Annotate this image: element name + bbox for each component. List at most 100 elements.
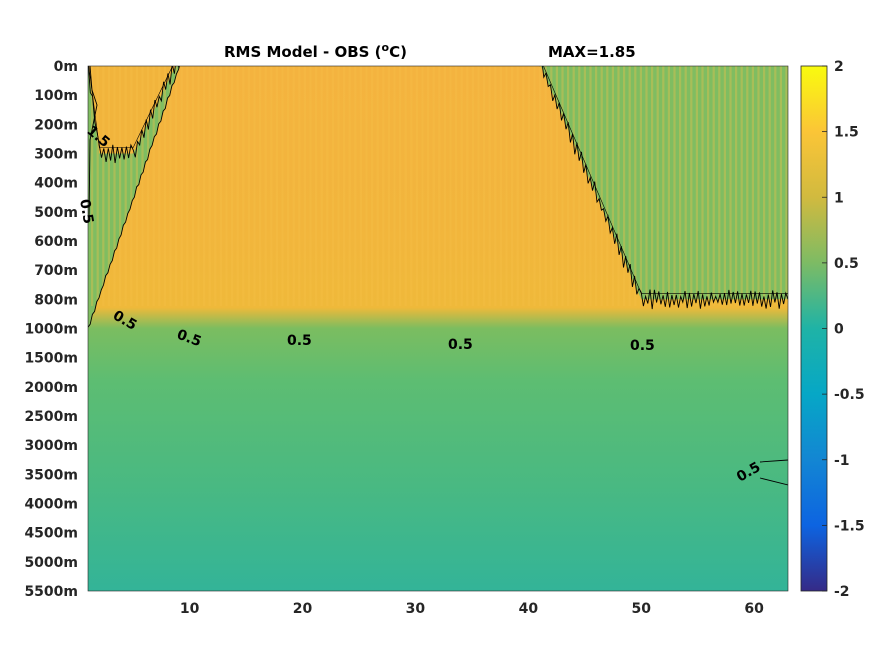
field-stripe (555, 66, 558, 306)
field-stripe (651, 66, 654, 306)
contour-label: 0.5 (287, 333, 312, 349)
field-stripe (505, 66, 508, 306)
field-stripe (656, 66, 659, 306)
field-stripe (387, 66, 390, 306)
field-stripe (527, 66, 530, 306)
field-stripe (471, 66, 474, 306)
field-stripe (275, 66, 278, 306)
field-stripe (281, 66, 284, 306)
field-stripe (522, 66, 525, 306)
x-tick-label: 40 (519, 601, 539, 617)
y-tick-label: 2500m (24, 409, 78, 425)
contour-label: 0.5 (448, 337, 473, 353)
field-stripe (611, 66, 614, 306)
field-stripe (774, 66, 777, 306)
field-stripe (180, 66, 183, 306)
field-stripe (639, 66, 642, 306)
field-stripe (466, 66, 469, 306)
field-stripe (751, 66, 754, 306)
field-stripe (443, 66, 446, 306)
field-stripe (415, 66, 418, 306)
field-stripe (354, 66, 357, 306)
field-stripe (684, 66, 687, 306)
field-stripes (91, 66, 788, 306)
field-stripe (673, 66, 676, 306)
field-stripe (96, 66, 99, 306)
y-tick-label: 300m (34, 147, 78, 163)
field-stripe (662, 66, 665, 306)
field-stripe (533, 66, 536, 306)
field-stripe (253, 66, 256, 306)
contour-label: 0.5 (630, 338, 655, 354)
field-stripe (197, 66, 200, 306)
field-stripe (544, 66, 547, 306)
field-stripe (494, 66, 497, 306)
y-tick-label: 4500m (24, 526, 78, 542)
colorbar-ticks: 2 1.5 1 0.5 0 -0.5 -1 -1.5 -2 (822, 59, 865, 600)
x-tick-label: 20 (293, 601, 313, 617)
field-stripe (516, 66, 519, 306)
field-stripe (499, 66, 502, 306)
field-stripe (701, 66, 704, 306)
field-stripe (107, 66, 110, 306)
y-tick-label: 4000m (24, 497, 78, 513)
contour-label: 0.5 (175, 327, 204, 351)
contour-1 (88, 66, 788, 310)
y-tick-label: 1500m (24, 351, 78, 367)
x-tick-label: 30 (406, 601, 426, 617)
field-stripe (91, 66, 94, 306)
field-stripe (119, 66, 122, 306)
y-tick-label: 3500m (24, 467, 78, 483)
field-stripe (102, 66, 105, 306)
field-stripe (628, 66, 631, 306)
field-stripe (141, 66, 144, 306)
field-stripe (690, 66, 693, 306)
field-stripe (186, 66, 189, 306)
field-stripe (331, 66, 334, 306)
y-tick-label: 800m (34, 292, 78, 308)
colorbar-tick-label: -1 (834, 453, 850, 469)
x-tick-label: 50 (631, 601, 651, 617)
field-stripe (600, 66, 603, 306)
field-stripe (359, 66, 362, 306)
field-stripe (242, 66, 245, 306)
field-stripe (550, 66, 553, 306)
field-stripe (488, 66, 491, 306)
field-stripe (203, 66, 206, 306)
field-stripe (326, 66, 329, 306)
colorbar-tick-label: 0 (834, 322, 844, 338)
field-stripe (712, 66, 715, 306)
field-stripe (679, 66, 682, 306)
field-stripe (634, 66, 637, 306)
field-stripe (152, 66, 155, 306)
colorbar-tick-label: 0.5 (834, 256, 859, 272)
field-stripe (707, 66, 710, 306)
field-stripe (376, 66, 379, 306)
field-stripe (208, 66, 211, 306)
field-stripe (746, 66, 749, 306)
x-axis: 10 20 30 40 50 60 (180, 601, 764, 617)
field-stripe (785, 66, 788, 306)
field-stripe (511, 66, 514, 306)
field-stripe (723, 66, 726, 306)
field-stripe (561, 66, 564, 306)
field-stripe (589, 66, 592, 306)
colorbar-tick-label: -0.5 (834, 387, 865, 403)
field-stripe (572, 66, 575, 306)
field-stripe (287, 66, 290, 306)
y-tick-label: 600m (34, 234, 78, 250)
mid-region (88, 66, 788, 329)
field-stripe (763, 66, 766, 306)
chart-title: RMS Model - OBS (oC) (224, 41, 407, 61)
contour-1.5 (88, 66, 98, 221)
field-stripe (247, 66, 250, 306)
field-stripe (292, 66, 295, 306)
field-stripe (404, 66, 407, 306)
field-stripe (163, 66, 166, 306)
field-stripe (348, 66, 351, 306)
field-stripe (757, 66, 760, 306)
field-stripe (421, 66, 424, 306)
field-stripe (399, 66, 402, 306)
field-stripe (432, 66, 435, 306)
field-stripe (365, 66, 368, 306)
